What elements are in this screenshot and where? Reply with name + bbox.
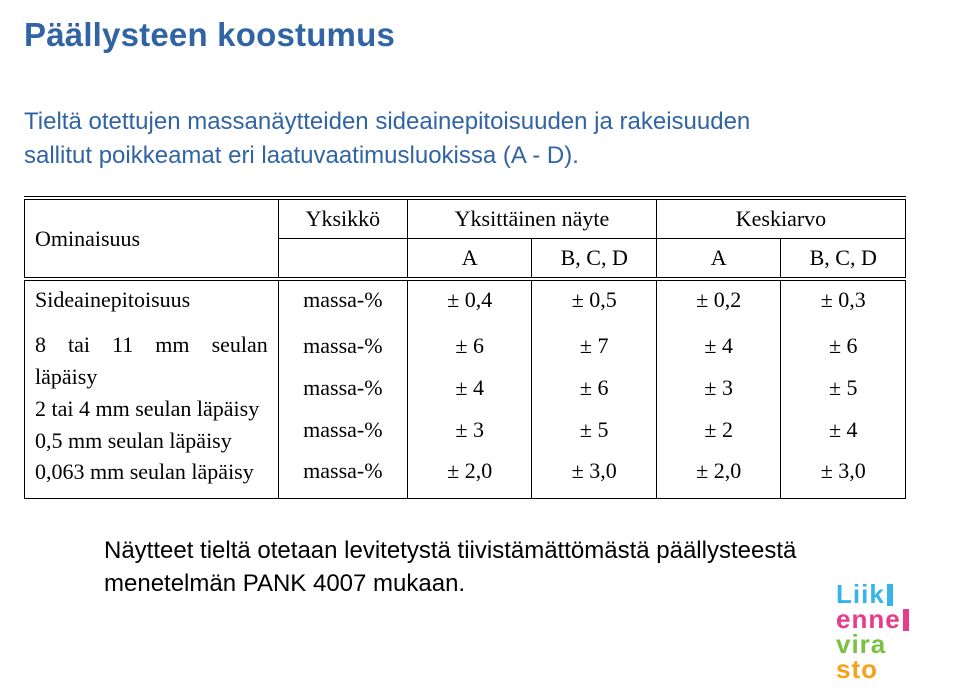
sieve-c1-3: ± 2,0 <box>418 450 522 492</box>
th-sub-bcd2: B, C, D <box>781 239 906 280</box>
sieve-c3-0: ± 4 <box>667 325 771 367</box>
th-sub-a2: A <box>656 239 781 280</box>
sieve-c2-2: ± 5 <box>542 409 646 451</box>
sieve-c4-1: ± 5 <box>791 367 895 409</box>
sieve-label-1: 2 tai 4 mm seulan läpäisy <box>35 393 268 425</box>
sieve-c4-3: ± 3,0 <box>791 450 895 492</box>
th-sub-bcd1: B, C, D <box>532 239 657 280</box>
sieve-unit-1: massa-% <box>289 367 397 409</box>
sieve-label-0: 8 tai 11 mm seulan läpäisy <box>35 329 268 393</box>
sieve-c2-3: ± 3,0 <box>542 450 646 492</box>
row-binder-v4: ± 0,3 <box>781 279 906 319</box>
row-sieves-col2: ± 7 ± 6 ± 5 ± 3,0 <box>532 319 657 499</box>
sieve-c1-0: ± 6 <box>418 325 522 367</box>
sieve-c2-1: ± 6 <box>542 367 646 409</box>
subtitle-line-1: Tieltä otettujen massanäytteiden sideain… <box>24 108 936 136</box>
sieve-c4-2: ± 4 <box>791 409 895 451</box>
row-sieves-units: massa-% massa-% massa-% massa-% <box>278 319 407 499</box>
sieve-c3-3: ± 2,0 <box>667 450 771 492</box>
row-binder-v2: ± 0,5 <box>532 279 657 319</box>
logo-bar-blue-icon <box>887 584 893 606</box>
logo-bar-pink-icon <box>903 609 909 631</box>
row-sieves-col1: ± 6 ± 4 ± 3 ± 2,0 <box>407 319 532 499</box>
sieve-unit-0: massa-% <box>289 325 397 367</box>
th-single-sample: Yksittäinen näyte <box>407 198 656 239</box>
row-binder-v3: ± 0,2 <box>656 279 781 319</box>
footnote-text: Näytteet tieltä otetaan levitetystä tiiv… <box>104 535 864 600</box>
sieve-unit-3: massa-% <box>289 450 397 492</box>
sieve-label-2: 0,5 mm seulan läpäisy <box>35 425 268 457</box>
sieve-c4-0: ± 6 <box>791 325 895 367</box>
sieve-c3-2: ± 2 <box>667 409 771 451</box>
sieve-c1-2: ± 3 <box>418 409 522 451</box>
row-binder-v1: ± 0,4 <box>407 279 532 319</box>
sieve-unit-2: massa-% <box>289 409 397 451</box>
th-sub-a1: A <box>407 239 532 280</box>
spec-table: Ominaisuus Yksikkö Yksittäinen näyte Kes… <box>24 196 906 499</box>
liikennevirasto-logo: Liik enne vira sto <box>836 583 932 679</box>
th-property: Ominaisuus <box>25 198 279 279</box>
sieve-c3-1: ± 3 <box>667 367 771 409</box>
th-average: Keskiarvo <box>656 198 905 239</box>
row-sieves-labels: 8 tai 11 mm seulan läpäisy 2 tai 4 mm se… <box>25 319 279 499</box>
page-title: Päällysteen koostumus <box>24 16 936 54</box>
logo-line-4: sto <box>836 654 878 684</box>
th-unit-spacer <box>278 239 407 280</box>
row-binder-label: Sideainepitoisuus <box>25 279 279 319</box>
sieve-c1-1: ± 4 <box>418 367 522 409</box>
subtitle-line-2: sallitut poikkeamat eri laatuvaatimusluo… <box>24 142 936 170</box>
th-unit: Yksikkö <box>278 198 407 239</box>
row-sieves-col3: ± 4 ± 3 ± 2 ± 2,0 <box>656 319 781 499</box>
row-sieves-col4: ± 6 ± 5 ± 4 ± 3,0 <box>781 319 906 499</box>
sieve-label-3: 0,063 mm seulan läpäisy <box>35 456 268 488</box>
row-binder-unit: massa-% <box>278 279 407 319</box>
sieve-c2-0: ± 7 <box>542 325 646 367</box>
